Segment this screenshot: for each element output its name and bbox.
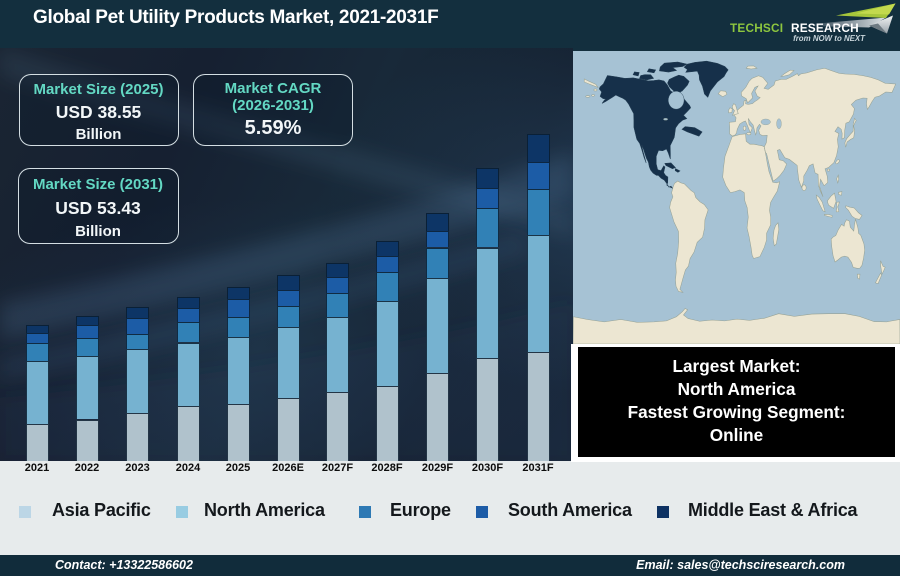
svg-text:RESEARCH: RESEARCH bbox=[791, 21, 859, 35]
svg-text:TECHSCI: TECHSCI bbox=[730, 21, 783, 35]
svg-text:from NOW to NEXT: from NOW to NEXT bbox=[793, 34, 866, 43]
